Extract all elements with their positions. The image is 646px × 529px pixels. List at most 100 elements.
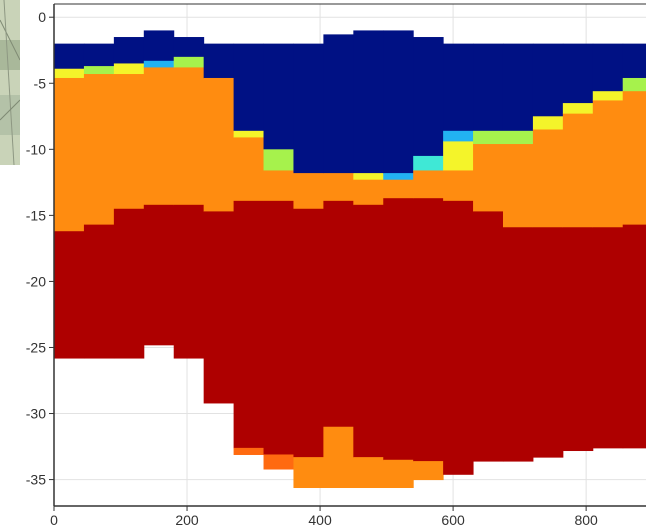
heatmap-cell-col2-band3 <box>113 208 145 359</box>
map-patch <box>0 40 20 70</box>
heatmap-cell-col7-band0 <box>263 43 294 150</box>
y-tick-label-4: -20 <box>26 273 46 289</box>
heatmap-cell-col0-band1 <box>54 68 85 79</box>
heatmap-cell-col11-band0 <box>383 30 414 174</box>
heatmap-cell-col14-band3 <box>473 211 504 462</box>
heatmap-cell-col7-band2 <box>263 170 294 202</box>
x-tick-label-1: 200 <box>175 512 199 528</box>
heatmap-cell-col8-band0 <box>293 43 324 174</box>
heatmap-cell-col12-band0 <box>413 37 444 157</box>
heatmap-cell-col18-band3 <box>592 227 624 449</box>
heatmap-cell-col4-band3 <box>173 204 205 359</box>
heatmap-cell-col13-band0 <box>443 43 474 132</box>
x-tick-label-2: 400 <box>308 512 332 528</box>
heatmap-cell-col18-band0 <box>592 43 624 92</box>
x-tick-label-4: 800 <box>574 512 598 528</box>
heatmap-cell-col1-band3 <box>83 224 115 359</box>
x-tick-label-0: 0 <box>50 512 58 528</box>
heatmap-cell-col3-band1 <box>143 60 175 68</box>
heatmap-cell-col10-band2 <box>353 179 384 206</box>
heatmap-cell-col7-band1 <box>263 149 294 171</box>
heatmap-cell-col13-band4 <box>443 200 474 475</box>
heatmap-cell-col3-band2 <box>143 67 175 206</box>
heatmap-cell-col7-band4 <box>263 454 294 470</box>
heatmap-cell-col0-band2 <box>54 77 85 232</box>
heatmap-cell-col15-band1 <box>502 130 534 145</box>
y-tick-label-0: 0 <box>38 9 46 25</box>
y-tick-label-3: -15 <box>26 207 46 223</box>
heatmap-cell-col15-band3 <box>502 227 534 462</box>
heatmap-cell-col0-band0 <box>54 43 85 70</box>
heatmap-cell-col12-band1 <box>413 155 444 171</box>
heatmap-cell-col11-band2 <box>383 179 414 199</box>
heatmap-cell-col8-band1 <box>293 173 324 210</box>
heatmap-cell-col4-band0 <box>173 37 205 58</box>
heatmap-cell-col16-band1 <box>532 116 564 130</box>
heatmap-cell-col13-band3 <box>443 170 474 202</box>
heatmap-cell-col6-band0 <box>233 43 265 132</box>
heatmap-cell-col8-band3 <box>293 457 324 489</box>
heatmap-cell-col2-band2 <box>113 74 145 210</box>
map-road <box>0 19 21 61</box>
heatmap-cell-col6-band2 <box>233 137 265 202</box>
heatmap-cell-col17-band2 <box>562 113 594 228</box>
heatmap-cell-col11-band1 <box>383 173 414 181</box>
heatmap-cell-col2-band0 <box>113 37 145 64</box>
heatmap-cell-col7-band3 <box>263 200 294 455</box>
heatmap-cell-col13-band1 <box>443 130 474 142</box>
x-tick-label-3: 600 <box>441 512 465 528</box>
heatmap-cell-col6-band3 <box>233 200 265 449</box>
tick-labels: 0 -5 -10 -15 -20 -25 -30 -35 0 200 400 600 800 <box>26 9 598 528</box>
heatmap-cell-col8-band2 <box>293 208 324 458</box>
heatmap-cell-col6-band4 <box>233 447 265 455</box>
heatmap-cell-col10-band1 <box>353 173 384 181</box>
heatmap-cell-col3-band3 <box>143 204 175 346</box>
map-thumbnail-image <box>0 0 21 166</box>
heatmap-cell-col16-band0 <box>532 43 564 117</box>
heatmap-cell-col15-band2 <box>502 144 534 228</box>
heatmap-cell-col6-band1 <box>233 130 265 138</box>
y-tick-label-6: -30 <box>26 406 46 422</box>
heatmap-cell-col15-band0 <box>502 43 534 132</box>
heatmap-cell-col1-band0 <box>83 43 115 67</box>
heatmap-cell-col19-band0 <box>622 43 646 79</box>
heatmap-cell-col1-band2 <box>83 74 115 226</box>
heatmap-cell-col10-band4 <box>353 457 384 489</box>
heatmap-cell-col5-band1 <box>203 77 235 212</box>
heatmap-cell-col17-band1 <box>562 103 594 115</box>
heatmap-cell-col11-band3 <box>383 198 414 461</box>
y-tick-label-5: -25 <box>26 339 46 355</box>
y-tick-label-2: -10 <box>26 141 46 157</box>
heatmap-cell-col12-band2 <box>413 170 444 199</box>
heatmap-cell-col10-band0 <box>353 30 384 174</box>
heatmap-cell-col14-band2 <box>473 144 504 212</box>
heatmap-cell-col16-band2 <box>532 129 564 228</box>
heatmap-cell-col14-band0 <box>473 43 504 132</box>
heatmap-cell-col14-band1 <box>473 130 504 145</box>
map-road <box>3 0 15 166</box>
heatmap-cell-col11-band4 <box>383 459 414 489</box>
heatmap-cell-col1-band1 <box>83 66 115 75</box>
heatmap-cell-col18-band2 <box>592 100 624 228</box>
heatmap-cell-col5-band2 <box>203 211 235 404</box>
heatmap-cell-col10-band3 <box>353 204 384 458</box>
heatmap-cell-col3-band0 <box>143 30 175 62</box>
heatmap-cell-col16-band3 <box>532 227 564 458</box>
heatmap-cell-col19-band3 <box>622 224 646 449</box>
heatmap-cell-col9-band2 <box>323 200 354 428</box>
axes <box>49 3 646 511</box>
heatmap-cells <box>54 30 646 489</box>
heatmap-cell-col19-band2 <box>622 91 646 226</box>
heatmap-cell-col17-band0 <box>562 43 594 104</box>
y-tick-label-1: -5 <box>34 75 47 91</box>
heatmap-cell-col12-band3 <box>413 198 444 462</box>
heatmap-cell-col13-band2 <box>443 141 474 171</box>
heatmap-cell-col18-band1 <box>592 91 624 101</box>
heatmap-cell-col17-band3 <box>562 227 594 452</box>
heatmap-cell-col9-band1 <box>323 173 354 202</box>
heatmap-cell-col4-band1 <box>173 56 205 68</box>
heatmap-cell-col9-band0 <box>323 34 354 174</box>
heatmap-cell-col5-band0 <box>203 43 235 79</box>
heatmap-cell-col0-band3 <box>54 231 85 359</box>
heatmap-cell-col9-band3 <box>323 426 354 489</box>
